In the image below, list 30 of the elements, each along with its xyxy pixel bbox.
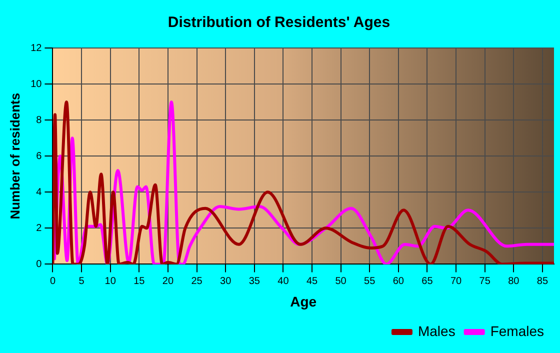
- x-tick-label: 60: [392, 276, 404, 287]
- x-tick-label: 55: [364, 276, 376, 287]
- x-tick-label: 5: [78, 276, 85, 287]
- y-tick-label: 8: [36, 114, 42, 126]
- x-tick-label: 30: [220, 276, 232, 287]
- x-tick-label: 15: [134, 276, 146, 287]
- x-tick-label: 40: [278, 276, 290, 287]
- x-tick-label: 50: [335, 276, 347, 287]
- legend-label: Males: [418, 322, 456, 339]
- x-tick-label: 70: [450, 276, 462, 287]
- x-axis-title: Age: [290, 293, 317, 310]
- y-tick-label: 4: [36, 186, 42, 198]
- legend-label: Females: [490, 322, 544, 339]
- x-tick-label: 20: [162, 276, 174, 287]
- y-tick-label: 12: [30, 42, 42, 54]
- x-tick-label: 35: [248, 276, 260, 287]
- y-tick-label: 6: [36, 150, 42, 162]
- x-tick-label: 0: [50, 276, 56, 287]
- x-tick-label: 85: [536, 276, 548, 287]
- x-tick-label: 65: [422, 276, 434, 287]
- y-axis-title: Number of residents: [7, 92, 22, 220]
- y-tick-label: 10: [30, 78, 42, 90]
- x-tick-label: 25: [191, 276, 203, 287]
- y-tick-label: 2: [36, 222, 42, 234]
- x-tick-label: 10: [104, 276, 116, 287]
- x-tick-label: 45: [306, 276, 318, 287]
- x-tick-label: 80: [508, 276, 520, 287]
- x-tick-label: 75: [479, 276, 491, 287]
- chart-title: Distribution of Residents' Ages: [168, 14, 390, 32]
- y-tick-label: 0: [36, 258, 42, 270]
